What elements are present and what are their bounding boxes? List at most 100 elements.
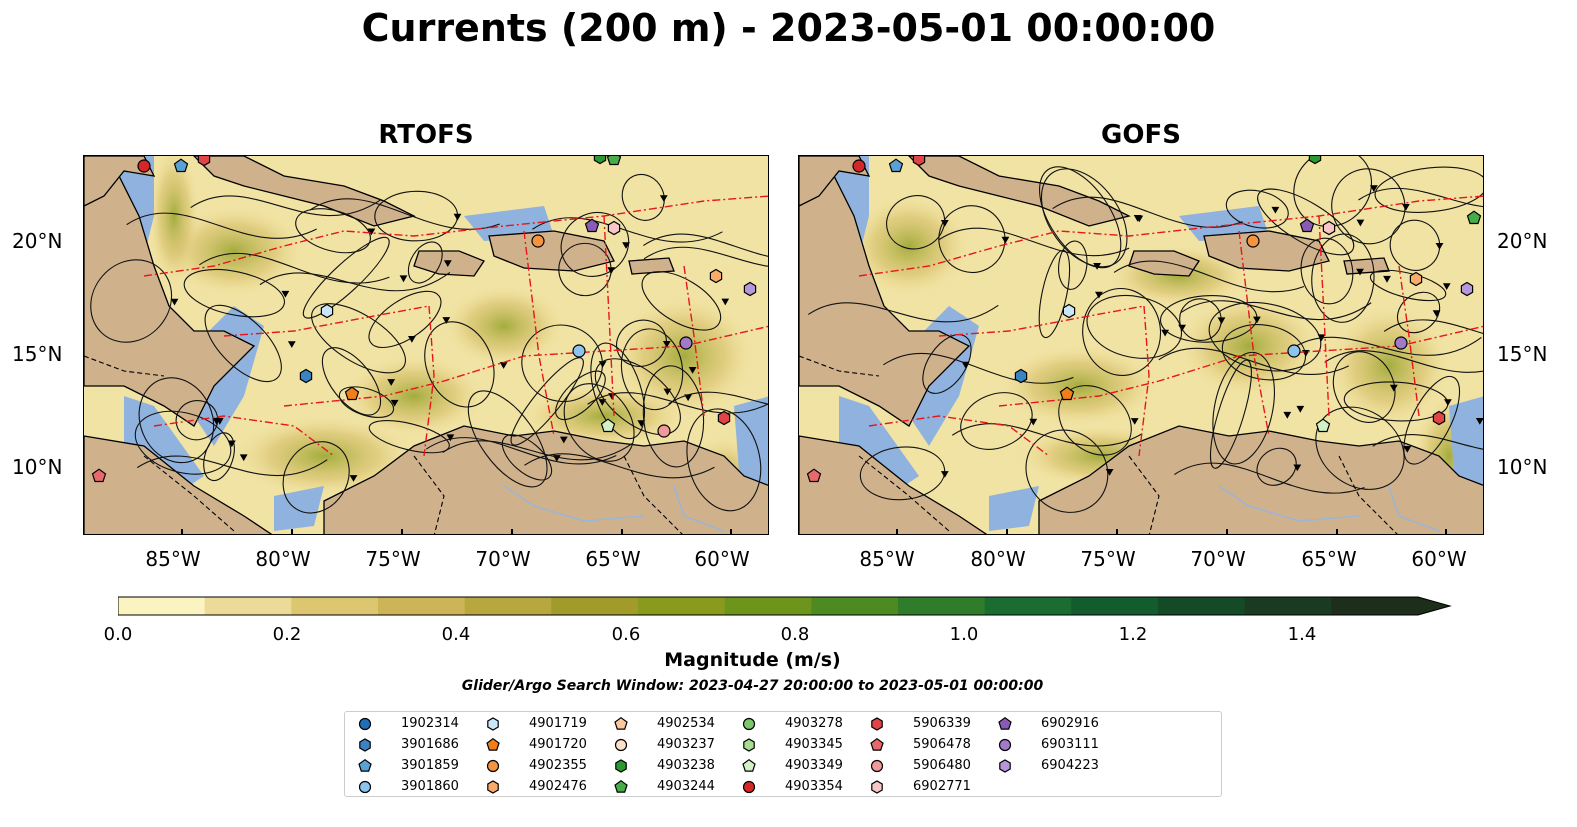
- current-streamline: [1403, 375, 1461, 465]
- streamline-arrow-icon: [1383, 275, 1391, 283]
- float-marker-pentagon-icon: [584, 218, 600, 233]
- streamline-arrow-icon: [367, 228, 376, 236]
- float-marker-hexagon-icon: [717, 410, 731, 426]
- streamline-arrow-icon: [215, 417, 224, 425]
- current-streamline: [1221, 324, 1307, 381]
- current-streamline: [922, 334, 972, 394]
- current-streamline: [594, 358, 681, 436]
- lon-label-75w-rtofs: 75°W: [365, 547, 421, 571]
- eez-boundary: [1238, 230, 1270, 437]
- current-streamline: [183, 268, 286, 318]
- float-marker-hexagon-icon: [1432, 410, 1446, 426]
- colorbar-segment: [291, 597, 379, 615]
- colorbar-segment: [1158, 597, 1246, 615]
- current-streamline: [952, 423, 1143, 447]
- current-streamline: [295, 208, 371, 254]
- river: [1218, 485, 1360, 522]
- streamline-arrow-icon: [659, 195, 668, 202]
- colorbar-segment: [1071, 597, 1159, 615]
- current-streamline: [524, 453, 715, 479]
- legend-marker-circle-icon: [358, 717, 372, 731]
- float-marker-hexagon-icon: [1322, 220, 1336, 236]
- legend-marker-circle-icon: [870, 759, 884, 773]
- current-streamline: [532, 217, 723, 243]
- current-streamline: [1208, 302, 1322, 372]
- current-streamline: [668, 391, 768, 405]
- float-marker-circle-icon: [852, 159, 866, 173]
- colorbar-tick: 1.4: [1287, 624, 1317, 645]
- legend-label: 4903354: [785, 779, 843, 794]
- float-marker-pentagon-icon: [173, 158, 189, 173]
- current-speed-patch: [344, 356, 484, 436]
- legend-label: 1902314: [401, 716, 459, 731]
- legend-label: 5906480: [913, 758, 971, 773]
- lon-label-85w-rtofs: 85°W: [145, 547, 201, 571]
- lon-label-60w-rtofs: 60°W: [694, 547, 750, 571]
- current-speed-patch: [1329, 306, 1449, 426]
- legend-marker-pentagon-icon: [870, 737, 884, 751]
- national-border: [799, 355, 880, 377]
- current-streamline: [1311, 233, 1375, 323]
- national-border: [623, 455, 683, 534]
- current-streamline: [1025, 429, 1109, 513]
- current-streamline: [138, 377, 215, 464]
- shallow-shelf: [124, 396, 204, 496]
- eez-boundary: [423, 305, 435, 457]
- current-streamline: [1374, 166, 1483, 213]
- puerto-rico-land: [1343, 257, 1390, 275]
- legend-label: 4903345: [785, 737, 843, 752]
- current-streamline: [1383, 319, 1483, 334]
- rtofs-map: [83, 155, 769, 535]
- streamline-arrow-icon: [1271, 206, 1280, 214]
- current-streamline: [643, 233, 768, 257]
- current-streamline: [302, 236, 390, 319]
- lat-label-20n-left: 20°N: [12, 229, 63, 253]
- streamline-arrow-icon: [1105, 469, 1114, 476]
- colorbar-extend-arrow: [1418, 597, 1450, 615]
- float-marker-pentagon-icon: [1315, 418, 1331, 433]
- current-streamline: [1332, 351, 1396, 423]
- cuba-land: [908, 156, 1131, 227]
- eez-boundary: [153, 415, 335, 457]
- streamline-arrow-icon: [622, 242, 630, 249]
- float-marker-hexagon-icon: [1308, 156, 1322, 165]
- legend-label: 4902476: [529, 779, 587, 794]
- lat-label-10n-left: 10°N: [12, 455, 63, 479]
- current-streamline: [960, 392, 1033, 450]
- lat-label-10n-right: 10°N: [1497, 455, 1548, 479]
- eez-boundary: [938, 305, 1145, 337]
- float-marker-pentagon-icon: [1059, 386, 1075, 401]
- streamline-arrow-icon: [453, 213, 462, 221]
- float-marker-hexagon-icon: [607, 220, 621, 236]
- figure-title: Currents (200 m) - 2023-05-01 00:00:00: [361, 6, 1216, 50]
- streamline-arrow-icon: [1435, 243, 1444, 250]
- river: [673, 485, 725, 532]
- river: [1388, 485, 1440, 532]
- streamline-arrow-icon: [442, 317, 451, 324]
- colorbar-tick: 0.4: [441, 624, 471, 645]
- streamline-arrow-icon: [1475, 418, 1483, 425]
- eez-boundary: [868, 415, 1050, 457]
- streamline-arrow-icon: [387, 379, 396, 386]
- current-streamline: [203, 432, 235, 482]
- colorbar-tick: 1.0: [949, 624, 979, 645]
- float-marker-pentagon-icon: [806, 468, 822, 483]
- current-streamline: [442, 440, 634, 461]
- streamline-arrow-icon: [499, 362, 508, 369]
- streamline-arrow-icon: [1133, 215, 1142, 222]
- gofs-map: [798, 155, 1484, 535]
- current-streamline: [616, 319, 667, 367]
- current-streamline: [338, 386, 395, 418]
- legend-marker-pentagon-icon: [358, 758, 372, 772]
- legend-marker-hexagon-icon: [359, 738, 371, 752]
- current-streamline: [590, 342, 646, 440]
- central-america-south-land: [799, 435, 988, 534]
- legend-marker-pentagon-icon: [742, 758, 756, 772]
- current-streamline: [555, 370, 606, 421]
- current-streamline: [1058, 240, 1088, 290]
- current-streamline: [311, 303, 406, 374]
- national-border: [1128, 455, 1160, 534]
- current-streamline: [1082, 287, 1162, 376]
- current-streamline: [1324, 350, 1483, 373]
- lon-label-80w-gofs: 80°W: [970, 547, 1026, 571]
